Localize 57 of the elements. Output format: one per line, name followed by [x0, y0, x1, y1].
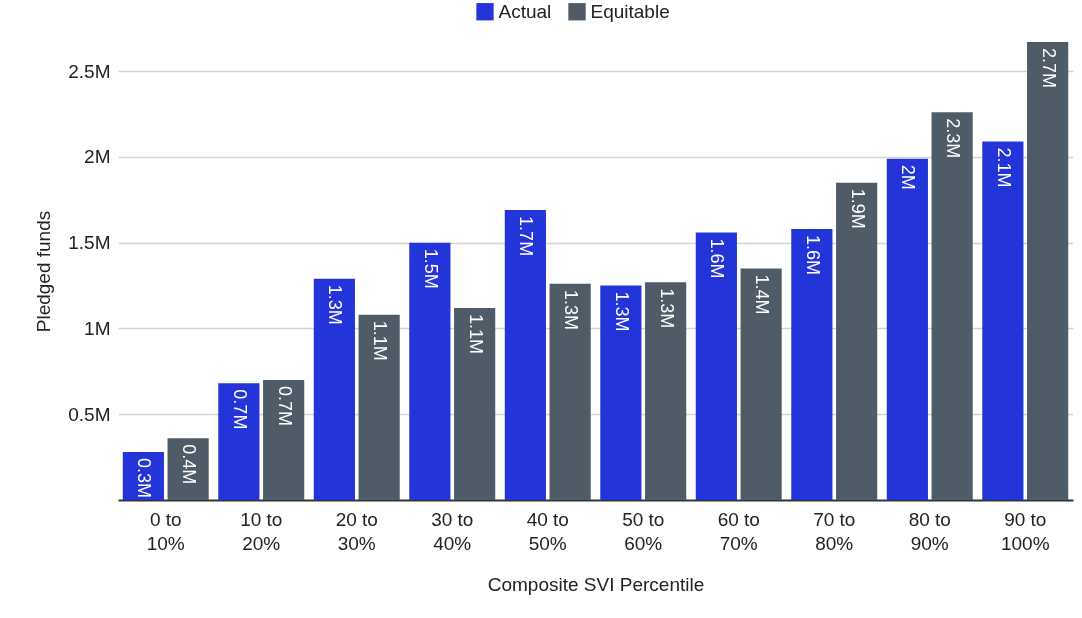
y-tick-label: 2.5M — [68, 60, 111, 82]
bar — [409, 242, 451, 500]
data-label: 1.9M — [847, 188, 868, 229]
data-label: 0.3M — [134, 457, 155, 498]
data-label: 2.3M — [943, 118, 964, 159]
x-tick-label: 40 to 50% — [526, 508, 569, 554]
legend-label: Actual — [498, 0, 552, 22]
data-label: 2M — [898, 164, 919, 190]
x-tick-label: 80 to 90% — [908, 508, 951, 554]
data-label: 0.7M — [274, 385, 295, 426]
x-tick-label: 10 to 20% — [240, 508, 283, 554]
x-tick-label: 70 to 80% — [813, 508, 856, 554]
y-tick-label: 1M — [84, 317, 111, 339]
data-label: 1.6M — [802, 234, 823, 276]
bar — [313, 278, 355, 500]
bar — [1027, 42, 1069, 500]
data-label: 1.6M — [707, 238, 728, 279]
x-tick-label: 50 to 60% — [622, 508, 665, 554]
bar — [931, 112, 973, 500]
bar — [454, 307, 496, 500]
x-tick-label: 0 to 10% — [146, 508, 185, 554]
x-axis-title: Composite SVI Percentile — [487, 573, 705, 595]
data-label: 2.7M — [1038, 48, 1059, 89]
data-label: 1.1M — [370, 320, 391, 361]
y-tick-label: 0.5M — [68, 403, 111, 425]
legend-label: Equitable — [590, 0, 670, 22]
data-label: 1.3M — [561, 289, 582, 330]
y-axis-title: Pledged funds — [33, 210, 55, 333]
bar — [836, 182, 878, 500]
bar — [740, 268, 782, 500]
data-label: 1.4M — [752, 274, 773, 315]
bar — [791, 228, 833, 500]
data-label: 0.4M — [179, 444, 200, 485]
data-label: 0.7M — [229, 389, 250, 430]
bar — [263, 379, 305, 500]
bar — [982, 141, 1024, 500]
bar — [886, 158, 928, 500]
x-tick-label: 90 to 100% — [1000, 508, 1050, 554]
data-label: 1.3M — [611, 291, 632, 332]
data-label: 2.1M — [993, 147, 1014, 188]
bar — [600, 285, 642, 500]
data-label: 1.5M — [420, 248, 441, 289]
bar — [645, 282, 687, 500]
bar — [218, 383, 260, 500]
x-tick-label: 20 to 30% — [335, 508, 378, 554]
x-tick-label: 60 to 70% — [717, 508, 760, 554]
bar — [549, 283, 591, 500]
data-label: 1.7M — [516, 216, 537, 257]
y-tick-label: 2M — [84, 146, 111, 168]
x-tick-label: 30 to 40% — [431, 508, 474, 554]
bar — [695, 232, 737, 500]
data-label: 1.3M — [656, 288, 677, 329]
y-tick-label: 1.5M — [68, 232, 111, 254]
data-label: 1.3M — [325, 284, 346, 325]
data-label: 1.1M — [465, 313, 486, 354]
bar — [504, 210, 546, 500]
bar — [358, 314, 400, 500]
